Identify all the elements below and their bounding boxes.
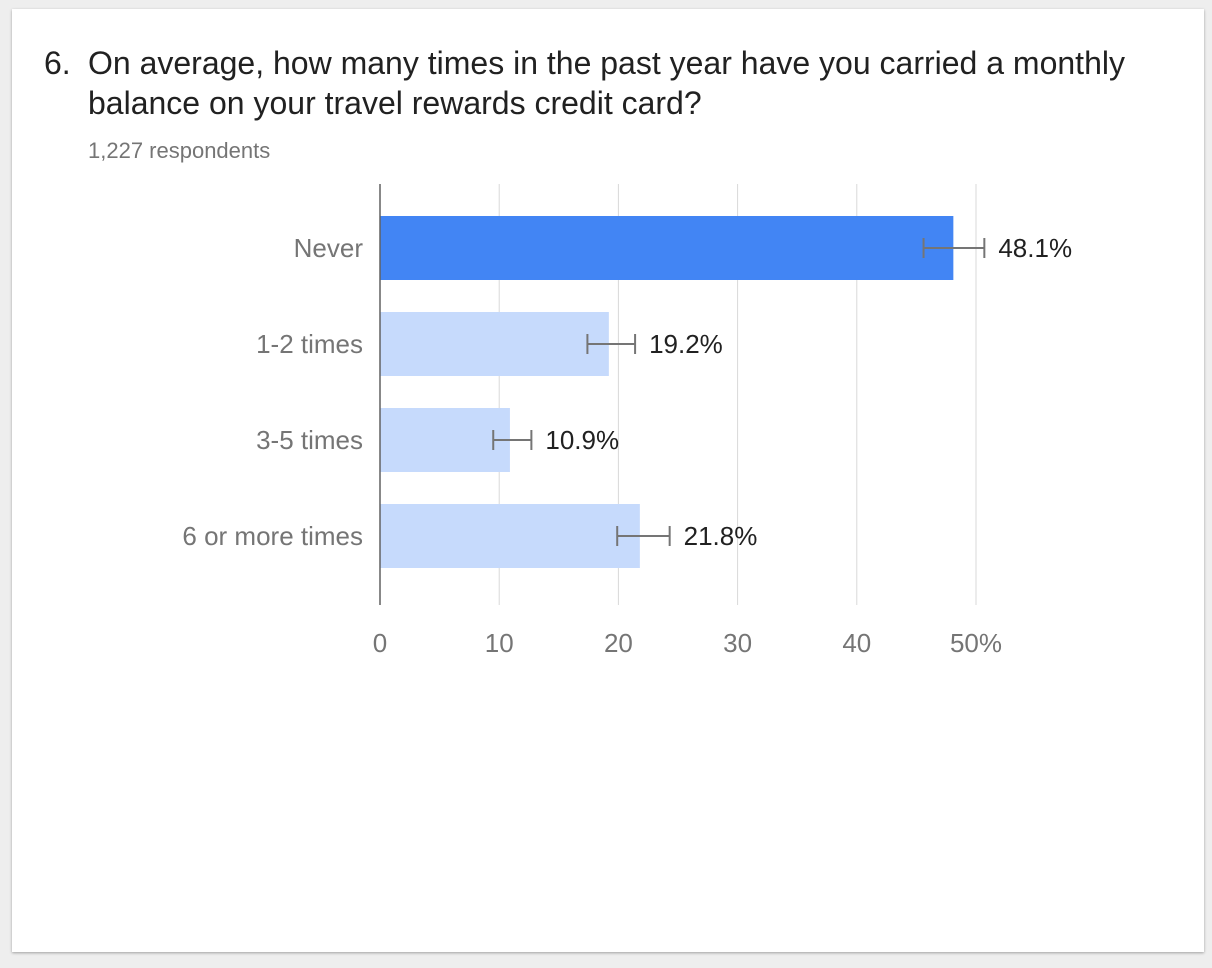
bar <box>380 216 954 280</box>
x-tick-label: 10 <box>485 628 514 658</box>
x-tick-label: 20 <box>604 628 633 658</box>
category-label: 6 or more times <box>182 521 363 551</box>
bar <box>380 312 609 376</box>
data-label: 48.1% <box>998 233 1072 263</box>
question-title: On average, how many times in the past y… <box>88 45 1125 121</box>
x-tick-label: 0 <box>373 628 387 658</box>
data-label: 10.9% <box>545 425 619 455</box>
bar <box>380 408 510 472</box>
category-label: 1-2 times <box>256 329 363 359</box>
data-label: 19.2% <box>649 329 723 359</box>
respondent-count: 1,227 respondents <box>88 138 271 163</box>
bar-chart: 48.1% 19.2% 10.9% 21.8% Never 1-2 times 3-5 ti… <box>182 184 1072 658</box>
question-number: 6. <box>44 45 71 81</box>
category-label: Never <box>294 233 364 263</box>
data-label: 21.8% <box>684 521 758 551</box>
x-tick-label: 50% <box>950 628 1002 658</box>
bar <box>380 504 640 568</box>
category-label: 3-5 times <box>256 425 363 455</box>
x-tick-label: 30 <box>723 628 752 658</box>
x-tick-label: 40 <box>842 628 871 658</box>
question-card: 6. On average, how many times in the pas… <box>12 9 1204 952</box>
